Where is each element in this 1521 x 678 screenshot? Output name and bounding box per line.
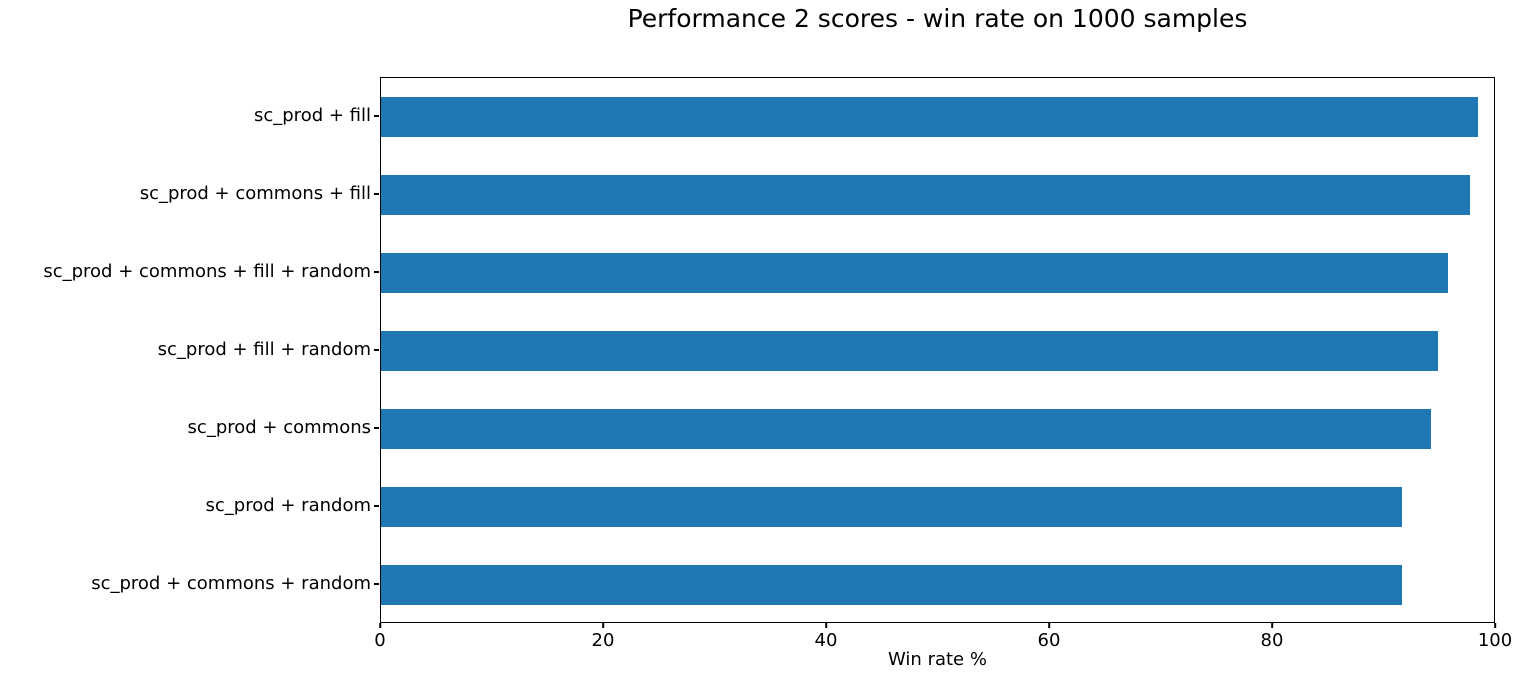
x-axis-tick-label: 80: [1260, 630, 1284, 651]
y-axis-tick: [374, 115, 379, 117]
x-axis-tick: [1048, 623, 1050, 628]
plot-area: [380, 77, 1495, 623]
y-axis-tick: [374, 583, 379, 585]
y-axis-tick: [374, 271, 379, 273]
x-axis-tick-label: 40: [814, 630, 838, 651]
x-axis-tick: [1271, 623, 1273, 628]
x-axis-tick-label: 20: [591, 630, 615, 651]
y-axis-tick: [374, 193, 379, 195]
x-axis-tick: [1494, 623, 1496, 628]
y-axis-tick: [374, 349, 379, 351]
x-axis: 0 20 40 60 80 100: [374, 623, 1512, 678]
bar: [381, 253, 1449, 293]
y-axis-labels: sc_prod + fill sc_prod + commons + fill sc…: [0, 77, 379, 623]
x-axis-tick: [602, 623, 604, 628]
y-axis-label: sc_prod + random: [205, 495, 371, 516]
x-axis-title: Win rate %: [888, 649, 987, 670]
x-axis-tick: [379, 623, 381, 628]
y-axis-label: sc_prod + commons + fill: [139, 183, 371, 204]
bar: [381, 487, 1402, 527]
y-axis-label: sc_prod + commons + random: [91, 573, 371, 594]
x-axis-tick-label: 0: [374, 630, 386, 651]
bar: [381, 331, 1439, 371]
y-axis-tick: [374, 427, 379, 429]
y-axis-label: sc_prod + fill + random: [157, 339, 371, 360]
x-axis-tick: [825, 623, 827, 628]
bar: [381, 175, 1470, 215]
y-axis-tick: [374, 505, 379, 507]
y-axis-label: sc_prod + commons: [187, 417, 371, 438]
x-axis-tick-label: 60: [1037, 630, 1061, 651]
bar: [381, 565, 1402, 605]
bar: [381, 97, 1479, 137]
y-axis-label: sc_prod + fill: [253, 105, 371, 126]
x-axis-tick-label: 100: [1477, 630, 1513, 651]
chart-title: Performance 2 scores - win rate on 1000 …: [627, 4, 1248, 33]
y-axis-label: sc_prod + commons + fill + random: [43, 261, 371, 282]
bar: [381, 409, 1431, 449]
